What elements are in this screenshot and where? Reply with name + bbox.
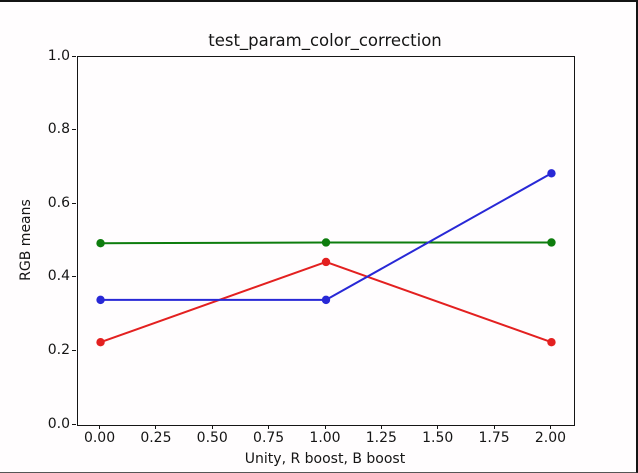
x-axis-label: Unity, R boost, B boost [244,451,406,467]
x-tick-mark-2.00 [549,425,551,429]
x-tick-label-1.00: 1.00 [309,430,341,446]
x-tick-mark-1.25 [380,425,382,429]
y-tick-label-0.2: 0.2 [47,341,70,358]
x-tick-mark-0.75 [268,425,270,429]
y-axis-label: RGB means [18,199,34,281]
y-tick-label-0.0: 0.0 [47,415,70,432]
x-tick-mark-0.50 [211,425,213,429]
y-tick-mark-1.0 [72,55,76,57]
y-tick-mark-0.0 [72,423,76,425]
y-tick-mark-0.8 [72,129,76,131]
marker-green-1 [321,238,331,247]
x-tick-mark-0.00 [99,425,101,429]
y-tick-mark-0.2 [72,349,76,351]
line-plot-svg [96,169,556,347]
marker-green-0 [96,239,105,248]
window-edge-top [0,0,638,2]
y-tick-label-0.6: 0.6 [47,194,70,211]
marker-blue-1 [321,295,331,305]
x-tick-mark-1.75 [493,425,495,429]
y-tick-mark-0.4 [72,276,76,278]
marker-red-2 [547,338,556,347]
x-tick-label-2.00: 2.00 [534,430,567,446]
chart-title: test_param_color_correction [208,31,442,50]
x-tick-label-0.75: 0.75 [253,430,285,446]
x-tick-label-1.75: 1.75 [478,430,510,446]
marker-blue-0 [96,295,105,305]
y-tick-label-0.4: 0.4 [47,268,70,285]
y-tick-label-0.8: 0.8 [47,121,70,138]
x-tick-label-0.25: 0.25 [140,430,172,446]
marker-green-2 [547,238,556,247]
x-tick-mark-1.50 [437,425,439,429]
marker-blue-2 [547,169,556,178]
y-tick-mark-0.6 [72,202,76,204]
x-tick-mark-1.00 [324,425,326,429]
x-tick-label-1.50: 1.50 [422,430,454,446]
x-tick-label-0.50: 0.50 [196,430,228,446]
x-tick-label-0.00: 0.00 [83,430,116,446]
marker-red-0 [96,338,105,347]
x-tick-label-1.25: 1.25 [365,430,397,446]
plot-area [77,56,575,426]
marker-red-1 [321,257,331,267]
x-tick-mark-0.25 [155,425,157,429]
window-edge-right [636,0,638,473]
y-tick-label-1.0: 1.0 [47,47,70,64]
series-line-blue [99,172,553,301]
